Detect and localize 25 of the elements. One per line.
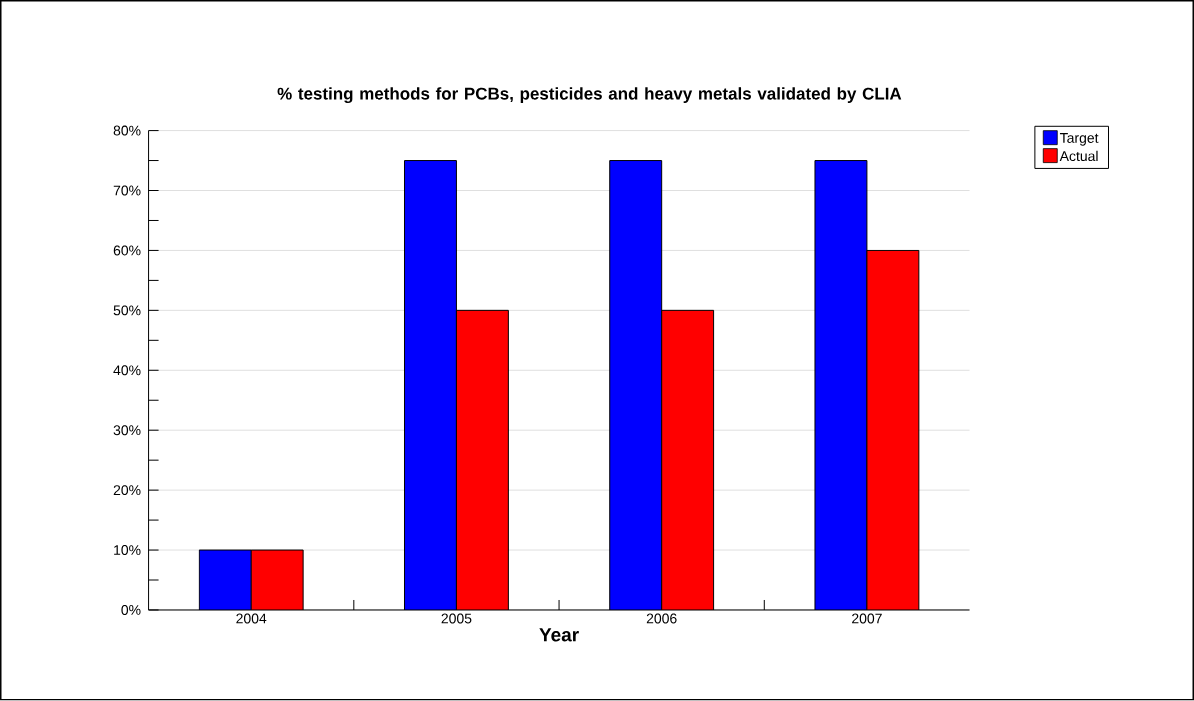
legend-label: Target: [1059, 133, 1099, 146]
bar: [609, 160, 662, 611]
bar: [456, 310, 509, 611]
y-tick-label: 20%: [113, 485, 141, 496]
x-tick-label: 2006: [646, 613, 677, 624]
x-axis-title: Year: [539, 628, 579, 642]
bar: [661, 310, 714, 611]
y-tick-label: 80%: [113, 125, 141, 136]
bar: [814, 160, 868, 611]
y-tick-label: 50%: [113, 305, 141, 316]
chart-title: % testing methods for PCBs, pesticides and heavy metals validated by CLIA: [277, 87, 902, 104]
bar: [866, 250, 920, 611]
y-tick-label: 70%: [113, 185, 141, 196]
x-tick-label: 2007: [852, 613, 882, 624]
y-tick-label: 60%: [113, 245, 141, 256]
legend-label: Actual: [1059, 150, 1098, 162]
bar: [404, 160, 457, 611]
bar: [199, 550, 252, 611]
bar: [251, 550, 304, 611]
y-tick-label: 40%: [113, 365, 141, 376]
x-tick-label: 2005: [441, 613, 472, 624]
x-tick-label: 2004: [236, 613, 267, 624]
y-tick-label: 0%: [121, 605, 141, 616]
y-tick-label: 30%: [113, 425, 141, 436]
y-tick-label: 10%: [114, 545, 141, 556]
